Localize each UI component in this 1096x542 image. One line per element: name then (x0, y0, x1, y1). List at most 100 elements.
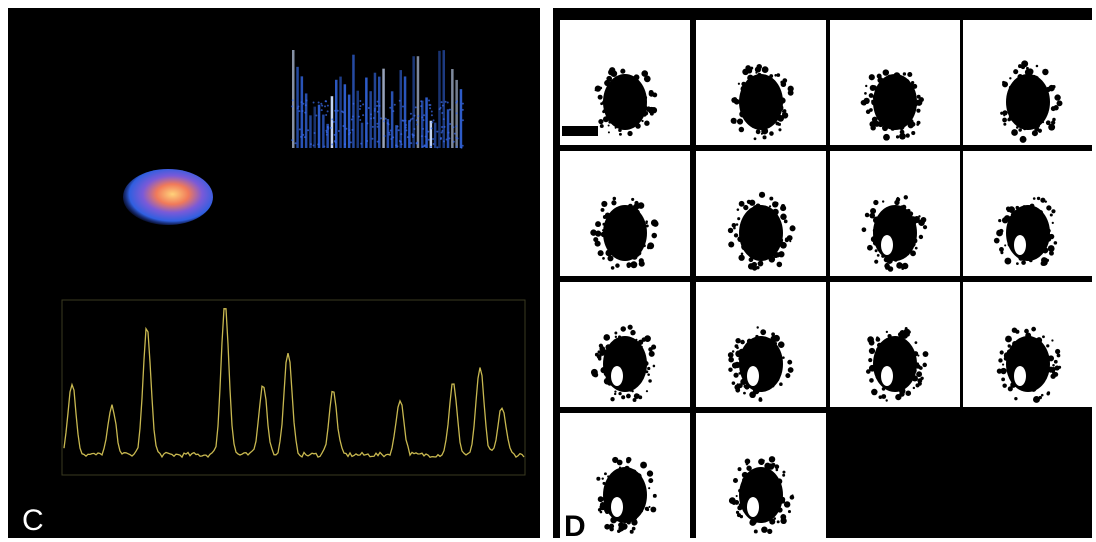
blob-speck (653, 494, 657, 498)
blob-speck (909, 73, 911, 75)
spectro-speck (394, 104, 396, 106)
spectro-speck (401, 143, 403, 145)
blob-speck (910, 238, 914, 242)
blob-speck (1048, 355, 1054, 361)
spectro-speck (360, 143, 362, 145)
blob-speck (1057, 100, 1063, 106)
blob-speck (752, 519, 757, 524)
blob-speck (776, 478, 782, 484)
blob-speck (604, 80, 610, 86)
blob-speck (628, 325, 633, 330)
spectro-speck (431, 121, 433, 123)
blob-speck (728, 352, 734, 358)
spectro-speck (428, 139, 430, 141)
blob-speck (871, 389, 877, 395)
blob-speck (876, 337, 881, 342)
blob-speck (610, 397, 614, 401)
blob-speck (644, 361, 649, 366)
blob-speck (782, 110, 784, 112)
spectro-speck (431, 110, 433, 112)
blob-speck (874, 236, 880, 242)
blob-speck (877, 254, 880, 257)
spectro-speck (374, 108, 376, 110)
blob-speck (776, 114, 781, 119)
spectro-speck (390, 138, 392, 140)
blob-speck (775, 122, 779, 126)
spectro-speck (462, 109, 464, 111)
blob-speck (613, 80, 618, 85)
blob-speck (912, 100, 918, 106)
blob-hole (881, 235, 893, 255)
blob-speck (886, 331, 888, 333)
blob-speck (780, 214, 786, 220)
blob-speck (626, 457, 631, 462)
blob-speck (771, 246, 778, 253)
blob-speck (918, 219, 925, 226)
blob-speck (737, 513, 741, 517)
blob-speck (869, 121, 875, 127)
spectro-speck (377, 101, 379, 103)
blob-speck (882, 200, 884, 202)
spectro-speck (315, 115, 317, 117)
blob-speck (923, 225, 927, 229)
spectro-speck (327, 110, 329, 112)
blob-speck (738, 489, 742, 493)
spectro-streak (309, 115, 312, 148)
blob-speck (1007, 365, 1011, 369)
blob-speck (869, 348, 875, 354)
blob-speck (633, 398, 637, 402)
spectro-speck (429, 104, 431, 106)
spectro-speck (302, 134, 304, 136)
blob-speck (915, 247, 918, 250)
blob-speck (882, 340, 887, 345)
blob-speck (875, 102, 877, 104)
blob-speck (1018, 255, 1023, 260)
blob-speck (904, 195, 908, 199)
blob-speck (1049, 251, 1054, 256)
blob-speck (910, 250, 916, 256)
spectro-speck (374, 110, 376, 112)
blob-speck (598, 250, 604, 256)
blob-speck (887, 258, 893, 264)
spectro-speck (377, 141, 379, 143)
blob-speck (641, 510, 643, 512)
spectro-speck (443, 140, 445, 142)
blob-speck (779, 343, 783, 347)
blob-speck (788, 367, 794, 373)
spectro-speck (348, 129, 350, 131)
blob-speck (1018, 128, 1021, 131)
blob-speck (753, 251, 759, 257)
spectro-speck (345, 128, 347, 130)
spectro-speck (326, 134, 328, 136)
spectro-speck (402, 105, 404, 107)
spectro-speck (330, 127, 332, 129)
blob-speck (736, 495, 738, 497)
blob-speck (1032, 130, 1038, 136)
spectro-speck (334, 134, 336, 136)
blob-speck (733, 373, 738, 378)
blob-speck (607, 255, 613, 261)
blob-speck (870, 85, 876, 91)
blob-speck (757, 73, 762, 78)
blob-speck (600, 504, 606, 510)
blob-speck (641, 482, 643, 484)
spectro-speck (456, 112, 458, 114)
spectro-streak (404, 76, 407, 148)
spectro-streak (421, 101, 424, 148)
cell-image (123, 169, 213, 225)
spectro-streak (447, 109, 450, 148)
blob-speck (1004, 244, 1006, 246)
blob-speck (1058, 366, 1061, 369)
blob-speck (735, 388, 740, 393)
blob-speck (876, 376, 879, 379)
blob-speck (1004, 258, 1011, 265)
spectro-speck (313, 132, 315, 134)
blob-speck (606, 92, 611, 97)
blob-speck (1040, 198, 1045, 203)
blob-speck (769, 384, 772, 387)
panel-label: C (22, 504, 44, 537)
spectro-speck (376, 123, 378, 125)
spectro-streak (339, 77, 342, 148)
blob-speck (737, 208, 740, 211)
blob-speck (765, 79, 771, 85)
